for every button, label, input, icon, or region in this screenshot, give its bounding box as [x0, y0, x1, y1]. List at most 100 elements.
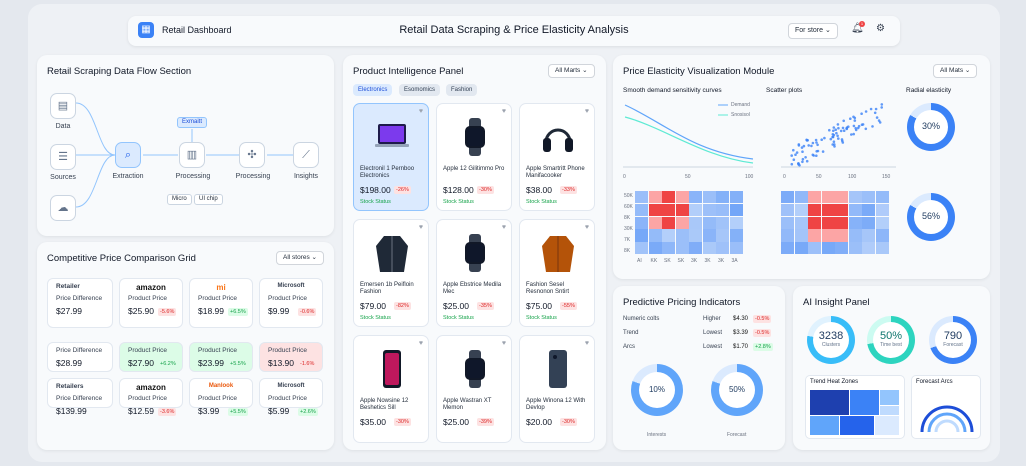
heat-x-tick: AI	[637, 258, 642, 264]
forecast-gauge: 50%	[711, 364, 763, 416]
price-comparison-panel: Competitive Price Comparison Grid All st…	[37, 242, 334, 450]
heat-cell	[635, 229, 648, 242]
product-price: $38.00	[526, 185, 552, 195]
price-cell[interactable]: Manlook Product Price $3.99 +5.5%	[189, 378, 253, 416]
retailer-label: Retailers	[56, 383, 84, 390]
heat-cell	[781, 216, 794, 229]
notification-badge: 1	[859, 21, 865, 27]
marts-dropdown-label: All Marts	[555, 67, 581, 74]
forecast-arcs-chart	[920, 405, 974, 433]
tab-fashion[interactable]: Fashion	[446, 84, 478, 96]
insights-node-label: Insights	[293, 173, 319, 180]
product-card[interactable]: ♥ Apple Ebstrice Medila Mec $25.00 -35% Stoc…	[436, 219, 512, 327]
heat-cell	[875, 216, 889, 229]
product-card[interactable]: ♥ Apple Nowsine 12 Beshetics Sill $35.00 -3…	[353, 335, 429, 443]
marts-dropdown[interactable]: All Marts ⌄	[548, 64, 595, 78]
radial-gauge-1: 30%	[907, 103, 955, 151]
price-cell[interactable]: Product Price $23.99 +5.5%	[189, 342, 253, 372]
pricing-metric: Trend	[623, 330, 639, 336]
trend-heat-card: Trend Heat Zones	[805, 375, 905, 439]
heart-icon[interactable]: ♥	[584, 224, 589, 231]
retailer-card: Retailers Price Difference $139.99	[47, 378, 113, 416]
price-cell[interactable]: amazon Product Price $12.59 -3.6%	[119, 378, 183, 416]
bell-icon[interactable]: 🔔︎	[851, 23, 864, 34]
product-card[interactable]: ♥ Emersen 1b Peifloin Fashion $79.00 -82% St…	[353, 219, 429, 327]
heart-icon[interactable]: ♥	[418, 224, 423, 231]
heat-cell	[835, 242, 848, 255]
tab-esomomics[interactable]: Esomomics	[399, 84, 441, 96]
heat-cell	[781, 229, 794, 242]
store-dropdown[interactable]: For store ⌄	[788, 23, 838, 39]
product-discount: -26%	[394, 186, 411, 194]
processing-doc-icon[interactable]: ▥	[179, 142, 205, 168]
forecast-label: Forecast	[727, 432, 747, 438]
heat-cell	[862, 242, 875, 255]
product-price: $35.00	[360, 417, 386, 427]
price-cell[interactable]: Microsoft Product Price $9.99 -0.6%	[259, 278, 323, 328]
price-cell[interactable]: Microsoft Product Price $5.99 +2.6%	[259, 378, 323, 416]
retailer-card: Price Difference $28.99	[47, 342, 113, 372]
product-name: Apple Smartritt Phone Manifacooker	[526, 166, 585, 179]
mats-dropdown[interactable]: All Mats ⌄	[933, 64, 978, 78]
gear-icon[interactable]: ⚙	[876, 23, 885, 34]
radial-gauge-2: 56%	[907, 193, 955, 241]
database-icon[interactable]: ☰	[50, 144, 76, 170]
price-cell[interactable]: Product Price $13.90 -1.6%	[259, 342, 323, 372]
price-cell[interactable]: amazon Product Price $25.90 -5.6%	[119, 278, 183, 328]
heat-cell	[716, 229, 729, 242]
heat-cell	[635, 203, 648, 217]
heat-cell	[835, 216, 848, 229]
price-cell[interactable]: mi Product Price $18.99 +6.5%	[189, 278, 253, 328]
grid-title: Competitive Price Comparison Grid	[47, 253, 196, 264]
heart-icon[interactable]: ♥	[501, 224, 506, 231]
app-logo-icon[interactable]: ▦	[138, 22, 154, 38]
heart-icon[interactable]: ♥	[501, 108, 506, 115]
tab-electronics[interactable]: Electronics	[353, 84, 393, 96]
heat-cell	[875, 242, 889, 255]
heat-cell	[835, 203, 848, 217]
scatter-x-0: 0	[783, 174, 786, 180]
heat-cell	[875, 191, 889, 204]
pricing-delta: +2.8%	[753, 343, 773, 351]
heart-icon[interactable]: ♥	[418, 108, 423, 115]
heat-y-tick: 60K	[624, 204, 633, 210]
price-delta-badge: +6.2%	[158, 360, 178, 368]
legend-demand: Demand	[731, 102, 750, 108]
interests-value: 10%	[648, 385, 665, 394]
insights-chart-icon[interactable]: ⟋	[293, 142, 319, 168]
price-delta-badge: -1.6%	[298, 360, 317, 368]
product-card[interactable]: ♥ Apple Smartritt Phone Manifacooker $38.0…	[519, 103, 595, 211]
heat-cell	[781, 203, 794, 217]
product-card[interactable]: ♥ Apple Winona 12 With Devlop $20.00 -30%	[519, 335, 595, 443]
scatter-label: Scatter plots	[766, 87, 803, 94]
product-price-label: Product Price	[128, 347, 168, 354]
product-card[interactable]: ♥ Apple 12 Gilitimmo Pro $128.00 -30% Stock …	[436, 103, 512, 211]
ui-chip[interactable]: UI chip	[194, 194, 223, 205]
radial-label: Radial elasticity	[906, 87, 952, 94]
network-icon[interactable]: ✣	[239, 142, 265, 168]
heat-cell	[729, 229, 743, 242]
time-best-label: Time best	[880, 342, 902, 348]
data-node-icon[interactable]: ▤	[50, 93, 76, 119]
heart-icon[interactable]: ♥	[501, 340, 506, 347]
heart-icon[interactable]: ♥	[584, 108, 589, 115]
extraction-node-icon[interactable]: ⌕	[115, 142, 141, 168]
stock-status: Stock Status	[526, 315, 557, 321]
product-card[interactable]: ♥ Apple Wastran XT Memon $25.00 -39%	[436, 335, 512, 443]
product-price-value: $13.90	[268, 358, 294, 368]
retailer-label: Retailer	[56, 283, 80, 290]
stores-dropdown[interactable]: All stores ⌄	[276, 251, 324, 265]
price-diff-label: Price Difference	[56, 347, 103, 354]
product-card[interactable]: ♥ Electronil 1 Pernboo Electronics $198.00…	[353, 103, 429, 211]
price-cell[interactable]: Product Price $27.90 +6.2%	[119, 342, 183, 372]
heat-cell	[702, 242, 716, 255]
heat-cell	[848, 216, 862, 229]
heart-icon[interactable]: ♥	[584, 340, 589, 347]
cloud-icon[interactable]: ☁	[50, 195, 76, 221]
product-card[interactable]: ♥ Fashion Sesel Resnonon Sntirt $75.00 -55%…	[519, 219, 595, 327]
heat-cell	[729, 216, 743, 229]
processing2-node-label: Processing	[235, 173, 271, 180]
heart-icon[interactable]: ♥	[418, 340, 423, 347]
radial2-value: 56%	[921, 211, 940, 221]
micro-chip[interactable]: Micro	[167, 194, 192, 205]
